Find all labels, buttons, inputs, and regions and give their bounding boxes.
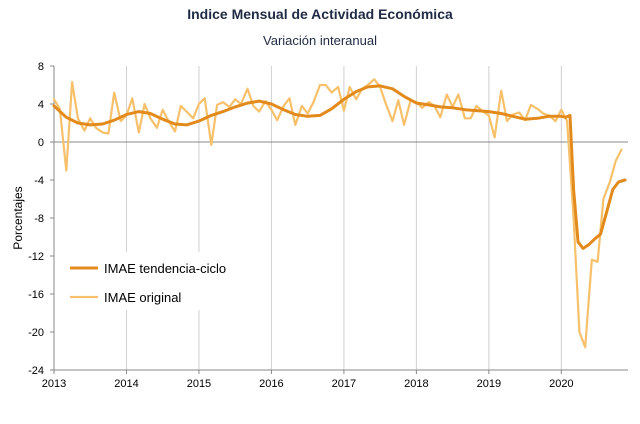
legend-background (62, 252, 242, 310)
x-axis-ticks: 2013 2014 2015 2016 2017 2018 2019 2020 (42, 378, 574, 390)
x-tick-label-2020: 2020 (549, 378, 573, 390)
series-line-tendencia-ciclo (52, 84, 627, 250)
y-tick-label--8: -8 (34, 213, 44, 225)
y-tick-label--20: -20 (28, 327, 44, 339)
y-tick-label--12: -12 (28, 251, 44, 263)
x-tick-label-2017: 2017 (332, 378, 356, 390)
x-tick-label-2014: 2014 (114, 378, 138, 390)
chart-subtitle: Variación interanual (263, 33, 377, 48)
legend-label-original: IMAE original (104, 290, 181, 305)
y-axis-ticks: 8 4 0 -4 -8 -12 -16 -20 -24 (28, 61, 44, 377)
y-tick-label-8: 8 (38, 61, 44, 73)
chart-legend: IMAE tendencia-ciclo IMAE original (70, 261, 226, 305)
y-axis-label: Porcentajes (11, 186, 25, 249)
chart-title: Indice Mensual de Actividad Económica (187, 6, 453, 22)
y-tick-label--16: -16 (28, 289, 44, 301)
x-tick-label-2019: 2019 (477, 378, 501, 390)
x-tick-label-2013: 2013 (42, 378, 66, 390)
x-tick-label-2015: 2015 (187, 378, 211, 390)
y-tick-label--24: -24 (28, 365, 44, 377)
legend-box (62, 252, 242, 310)
legend-label-tendencia-ciclo: IMAE tendencia-ciclo (104, 261, 226, 276)
x-tick-label-2018: 2018 (404, 378, 428, 390)
y-tick-label-0: 0 (38, 137, 44, 149)
x-tick-label-2016: 2016 (259, 378, 283, 390)
chart-axes (50, 65, 628, 374)
y-tick-label-4: 4 (38, 99, 44, 111)
y-tick-label--4: -4 (34, 175, 44, 187)
chart-series (52, 78, 627, 349)
